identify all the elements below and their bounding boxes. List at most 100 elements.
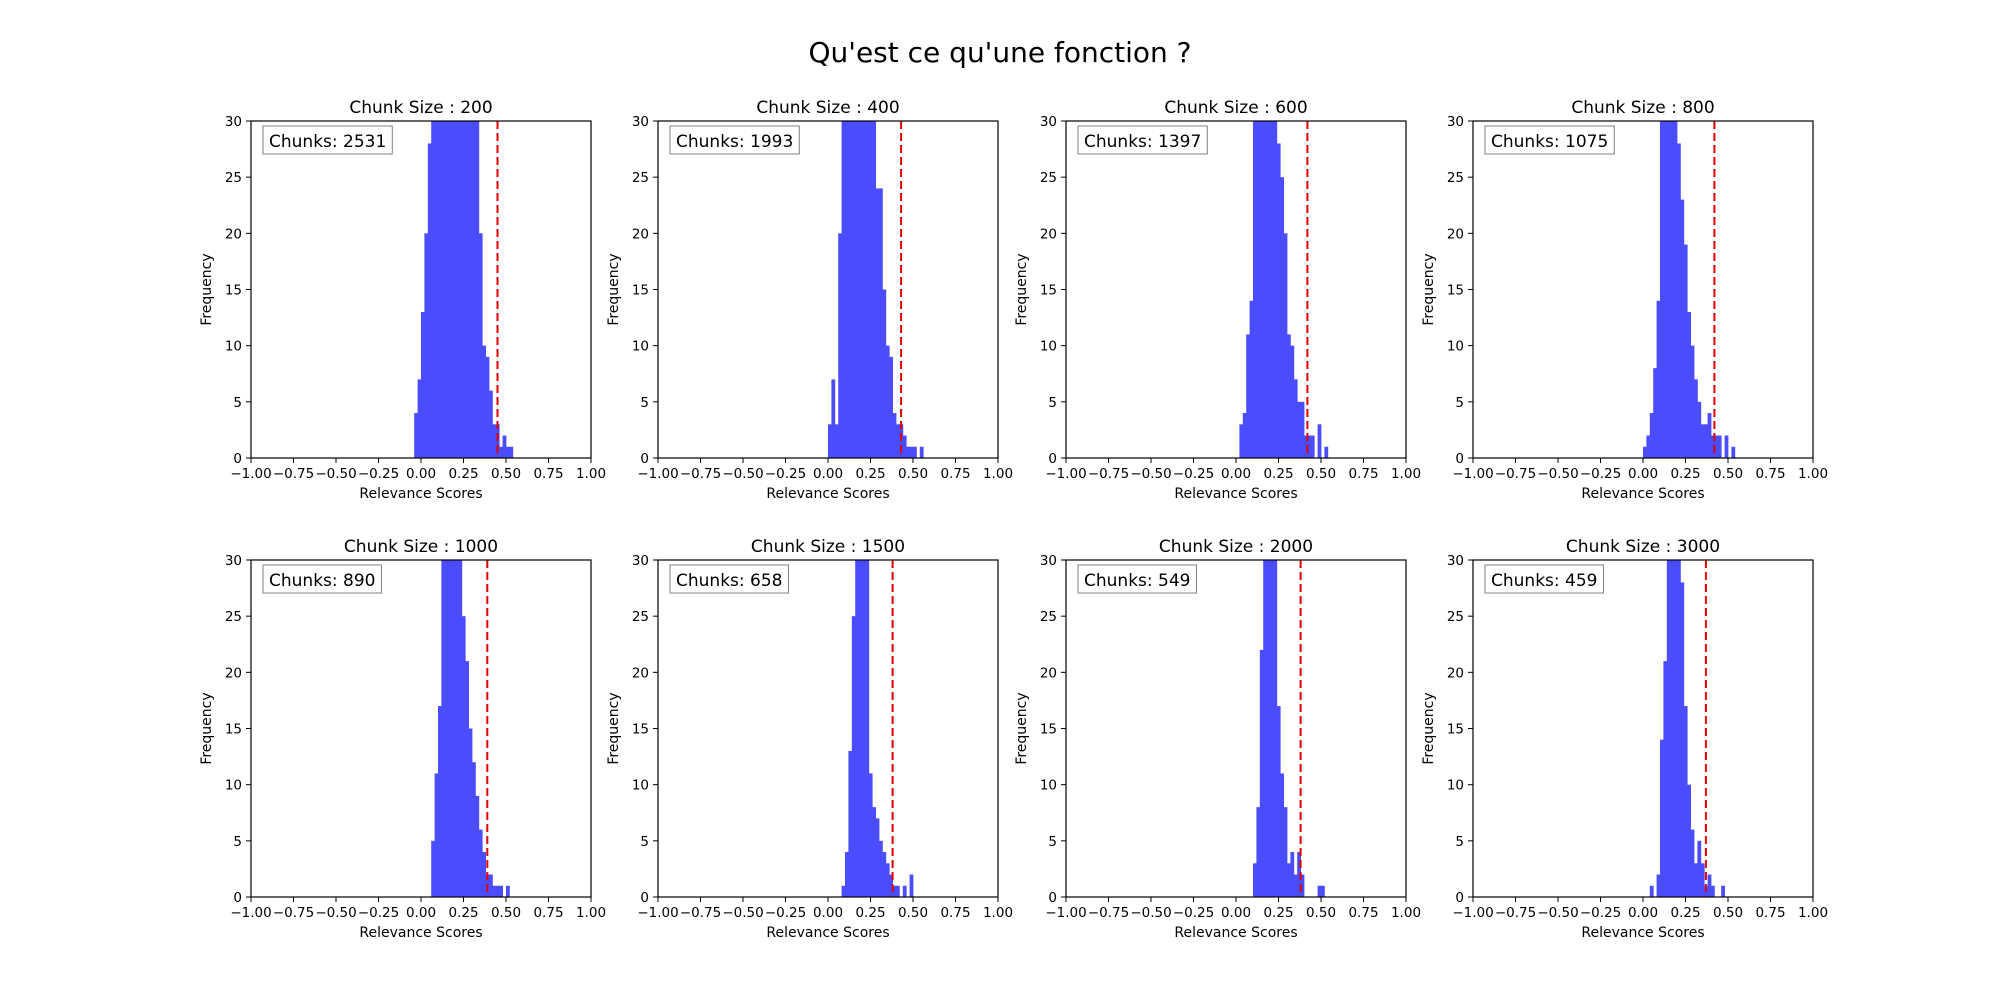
histogram-bars — [1643, 121, 1736, 458]
histogram-bar — [919, 446, 924, 458]
x-axis-label: Relevance Scores — [1581, 925, 1704, 941]
y-tick-label: 10 — [632, 339, 649, 355]
histogram-bar — [1673, 560, 1678, 897]
histogram-bar — [896, 885, 900, 897]
y-tick-label: 15 — [1040, 722, 1057, 738]
x-tick-label: −0.50 — [315, 466, 356, 482]
histogram-bar — [1283, 807, 1288, 897]
y-tick-label: 0 — [233, 451, 242, 467]
histogram-bar — [1317, 424, 1322, 458]
histogram-bar — [1663, 121, 1668, 458]
chunks-count-box: Chunks: 459 — [1484, 564, 1604, 594]
histogram-bar — [848, 750, 853, 897]
histogram-bar — [858, 121, 863, 458]
x-tick-label: −0.25 — [1173, 466, 1214, 482]
histogram-bar — [865, 121, 870, 458]
x-tick-label: 0.25 — [1263, 466, 1293, 482]
histogram-bar — [499, 885, 503, 897]
annotation-frame — [262, 564, 382, 594]
x-tick-label: 0.50 — [1306, 466, 1336, 482]
histogram-bar — [1263, 560, 1267, 897]
y-tick-label: 30 — [1447, 553, 1464, 569]
x-tick-label: 1.00 — [1391, 466, 1421, 482]
x-tick-label: −0.75 — [1495, 466, 1536, 482]
x-tick-label: −0.25 — [765, 905, 806, 921]
y-tick-label: 25 — [1447, 170, 1464, 186]
chunks-count-box: Chunks: 1075 — [1484, 125, 1615, 155]
histogram-bar — [1683, 706, 1688, 897]
x-tick-label: 0.00 — [1628, 466, 1658, 482]
subplot-title: Chunk Size : 1000 — [344, 537, 498, 557]
histogram-bar — [1656, 300, 1661, 458]
x-tick-label: 0.25 — [1263, 905, 1293, 921]
histogram-bar — [906, 446, 910, 458]
x-tick-label: −0.25 — [1580, 466, 1621, 482]
x-tick-label: 0.00 — [406, 905, 436, 921]
histogram-bar — [879, 188, 883, 458]
x-tick-label: 1.00 — [576, 905, 606, 921]
chunks-count-label: Chunks: 890 — [269, 571, 375, 591]
histogram-bar — [1683, 244, 1688, 458]
histogram-bar — [475, 795, 480, 897]
y-tick-label: 30 — [225, 114, 242, 130]
subplot-3: −1.00 −0.75 −0.50 −0.25 0.00 0.25 0.50 0.75 1.00… — [1014, 98, 1421, 502]
chunks-count-label: Chunks: 1993 — [676, 132, 793, 152]
histogram-bar — [851, 121, 856, 458]
histogram-bar — [855, 560, 859, 897]
histogram-bar — [855, 121, 859, 458]
x-tick-label: −1.00 — [230, 905, 271, 921]
x-tick-label: 0.50 — [1306, 905, 1336, 921]
histogram-bar — [475, 121, 480, 458]
y-axis-label: Frequency — [199, 253, 215, 325]
x-tick-label: 0.50 — [898, 905, 928, 921]
x-tick-label: 0.00 — [1628, 905, 1658, 921]
x-tick-label: −0.75 — [1088, 905, 1129, 921]
histogram-bar — [831, 379, 836, 458]
histogram-bar — [424, 233, 429, 458]
annotation-frame — [1077, 564, 1197, 594]
y-tick-label: 25 — [632, 170, 649, 186]
histogram-bar — [909, 874, 914, 897]
histogram-bar — [441, 560, 446, 897]
y-tick-label: 15 — [1447, 722, 1464, 738]
x-tick-label: 0.25 — [855, 905, 885, 921]
y-tick-label: 10 — [1040, 339, 1057, 355]
histogram-bar — [892, 885, 897, 897]
x-tick-label: 0.00 — [406, 466, 436, 482]
x-tick-label: −1.00 — [1045, 466, 1086, 482]
y-tick-label: 20 — [225, 226, 242, 242]
x-tick-label: −0.50 — [722, 466, 763, 482]
chunks-count-box: Chunks: 549 — [1077, 564, 1197, 594]
y-tick-label: 30 — [632, 553, 649, 569]
histogram-bar — [1270, 121, 1274, 458]
histogram-bar — [468, 121, 473, 458]
y-tick-label: 5 — [1455, 834, 1464, 850]
y-axis-label: Frequency — [1014, 253, 1030, 325]
histogram-bar — [1707, 874, 1712, 897]
histogram-bar — [1643, 446, 1647, 458]
histogram-bar — [1697, 840, 1702, 897]
y-tick-label: 30 — [632, 114, 649, 130]
histogram-bar — [828, 424, 832, 458]
histogram-bar — [458, 560, 463, 897]
y-tick-label: 30 — [225, 553, 242, 569]
histogram-bar — [1242, 413, 1247, 458]
histogram-bars — [414, 121, 514, 458]
y-tick-label: 20 — [632, 665, 649, 681]
histogram-bar — [889, 356, 893, 458]
histogram-bars — [841, 560, 914, 897]
histogram-bar — [848, 121, 853, 458]
subplot-title: Chunk Size : 3000 — [1566, 537, 1720, 557]
histogram-bar — [1666, 560, 1671, 897]
histogram-bar — [451, 560, 456, 897]
x-tick-label: 1.00 — [1798, 466, 1828, 482]
histogram-bar — [455, 560, 459, 897]
histogram-bar — [482, 852, 486, 897]
y-tick-label: 25 — [225, 170, 242, 186]
histogram-bar — [1700, 863, 1705, 897]
x-axis-label: Relevance Scores — [1174, 486, 1297, 502]
y-tick-label: 0 — [233, 890, 242, 906]
subplot-title: Chunk Size : 2000 — [1159, 537, 1313, 557]
histogram-bar — [1266, 560, 1271, 897]
histogram-bar — [1721, 885, 1725, 897]
